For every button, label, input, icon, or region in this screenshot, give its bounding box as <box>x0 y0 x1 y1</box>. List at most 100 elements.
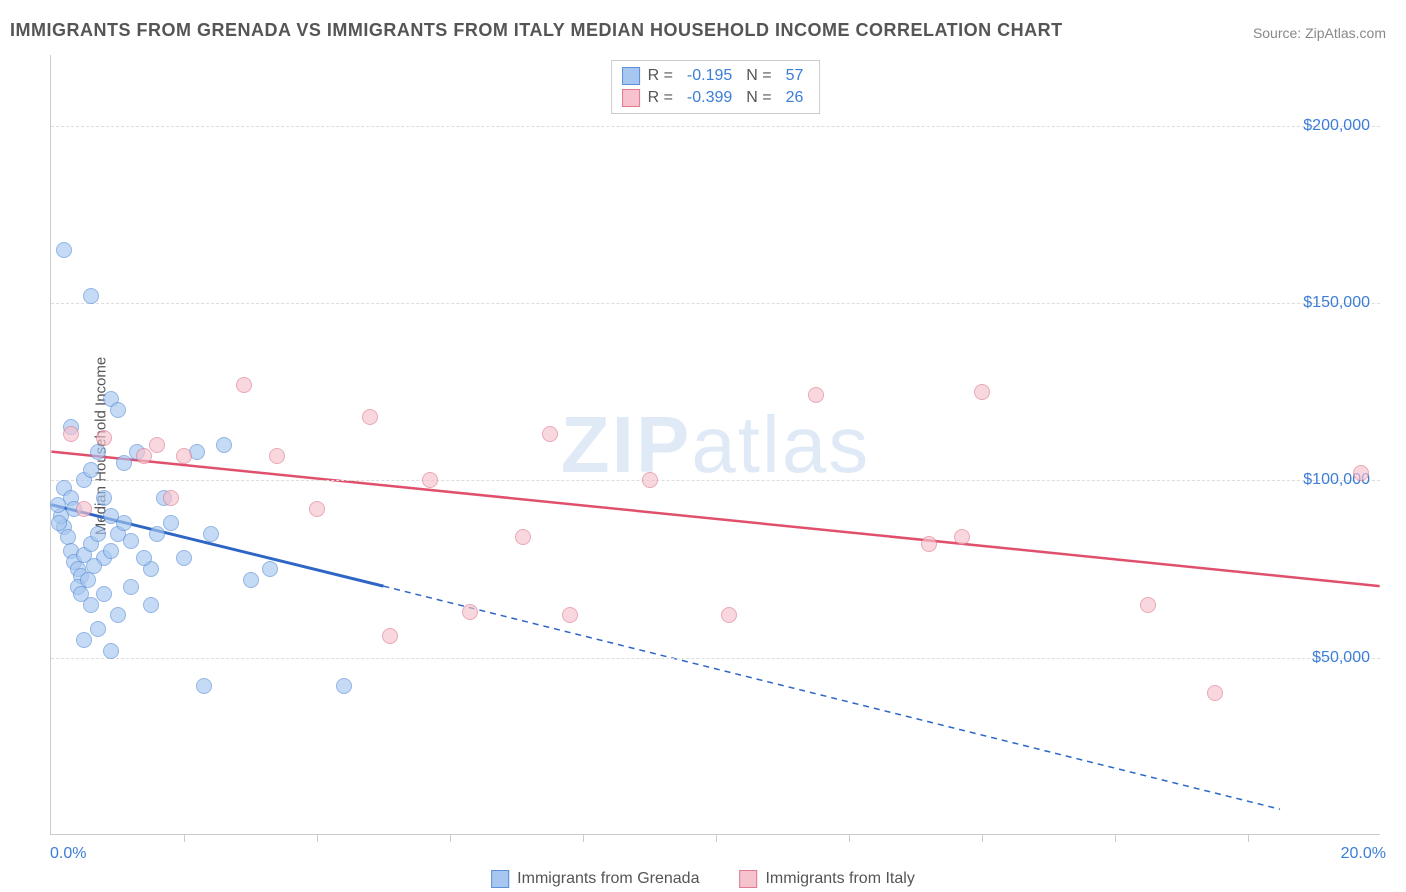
chart-container: IMMIGRANTS FROM GRENADA VS IMMIGRANTS FR… <box>0 0 1406 892</box>
data-point <box>269 448 285 464</box>
data-point <box>163 515 179 531</box>
gridline <box>51 303 1380 304</box>
swatch-italy-btm <box>739 870 757 888</box>
data-point <box>236 377 252 393</box>
n-value-grenada: 57 <box>786 67 804 85</box>
watermark: ZIPatlas <box>561 399 870 491</box>
data-point <box>103 643 119 659</box>
data-point <box>382 628 398 644</box>
swatch-grenada <box>622 67 640 85</box>
x-tick <box>184 834 185 842</box>
data-point <box>1207 685 1223 701</box>
chart-title: IMMIGRANTS FROM GRENADA VS IMMIGRANTS FR… <box>10 20 1063 41</box>
data-point <box>515 529 531 545</box>
data-point <box>136 448 152 464</box>
data-point <box>921 536 937 552</box>
gridline <box>51 480 1380 481</box>
data-point <box>1353 465 1369 481</box>
data-point <box>243 572 259 588</box>
data-point <box>336 678 352 694</box>
r-label: R = <box>648 89 673 107</box>
data-point <box>116 515 132 531</box>
data-point <box>542 426 558 442</box>
y-tick-label: $200,000 <box>1303 117 1370 135</box>
data-point <box>76 632 92 648</box>
data-point <box>642 472 658 488</box>
data-point <box>163 490 179 506</box>
data-point <box>83 288 99 304</box>
x-tick <box>716 834 717 842</box>
data-point <box>63 426 79 442</box>
data-point <box>262 561 278 577</box>
data-point <box>90 526 106 542</box>
legend-row-italy: R = -0.399 N = 26 <box>622 87 810 109</box>
data-point <box>143 597 159 613</box>
data-point <box>56 242 72 258</box>
data-point <box>309 501 325 517</box>
x-tick <box>849 834 850 842</box>
legend-correlation: R = -0.195 N = 57 R = -0.399 N = 26 <box>611 60 821 114</box>
data-point <box>176 448 192 464</box>
data-point <box>362 409 378 425</box>
y-tick-label: $50,000 <box>1312 649 1370 667</box>
data-point <box>103 543 119 559</box>
data-point <box>123 579 139 595</box>
n-value-italy: 26 <box>786 89 804 107</box>
data-point <box>110 402 126 418</box>
data-point <box>90 444 106 460</box>
data-point <box>176 550 192 566</box>
legend-item-grenada: Immigrants from Grenada <box>491 870 699 888</box>
data-point <box>96 490 112 506</box>
data-point <box>196 678 212 694</box>
x-tick <box>982 834 983 842</box>
data-point <box>116 455 132 471</box>
trend-lines <box>51 55 1380 834</box>
x-tick <box>317 834 318 842</box>
source-label: Source: ZipAtlas.com <box>1253 25 1386 41</box>
x-tick <box>1115 834 1116 842</box>
n-label: N = <box>746 89 771 107</box>
swatch-italy <box>622 89 640 107</box>
data-point <box>1140 597 1156 613</box>
data-point <box>83 462 99 478</box>
swatch-grenada-btm <box>491 870 509 888</box>
x-axis-min: 0.0% <box>50 845 86 863</box>
data-point <box>96 586 112 602</box>
data-point <box>90 621 106 637</box>
data-point <box>216 437 232 453</box>
x-tick <box>1248 834 1249 842</box>
legend-row-grenada: R = -0.195 N = 57 <box>622 65 810 87</box>
r-value-grenada: -0.195 <box>687 67 732 85</box>
legend-label-grenada: Immigrants from Grenada <box>517 870 699 888</box>
data-point <box>51 515 67 531</box>
y-tick-label: $150,000 <box>1303 294 1370 312</box>
data-point <box>974 384 990 400</box>
data-point <box>462 604 478 620</box>
legend-item-italy: Immigrants from Italy <box>739 870 914 888</box>
data-point <box>80 572 96 588</box>
data-point <box>123 533 139 549</box>
data-point <box>562 607 578 623</box>
legend-series: Immigrants from Grenada Immigrants from … <box>491 870 915 888</box>
x-axis-max: 20.0% <box>1341 845 1386 863</box>
data-point <box>808 387 824 403</box>
data-point <box>96 430 112 446</box>
data-point <box>76 501 92 517</box>
data-point <box>136 550 152 566</box>
plot-area: ZIPatlas R = -0.195 N = 57 R = -0.399 N … <box>50 55 1380 835</box>
r-label: R = <box>648 67 673 85</box>
x-tick <box>450 834 451 842</box>
data-point <box>954 529 970 545</box>
data-point <box>203 526 219 542</box>
data-point <box>149 526 165 542</box>
gridline <box>51 658 1380 659</box>
data-point <box>149 437 165 453</box>
x-tick <box>583 834 584 842</box>
n-label: N = <box>746 67 771 85</box>
data-point <box>73 586 89 602</box>
data-point <box>50 497 66 513</box>
data-point <box>721 607 737 623</box>
gridline <box>51 126 1380 127</box>
data-point <box>422 472 438 488</box>
r-value-italy: -0.399 <box>687 89 732 107</box>
